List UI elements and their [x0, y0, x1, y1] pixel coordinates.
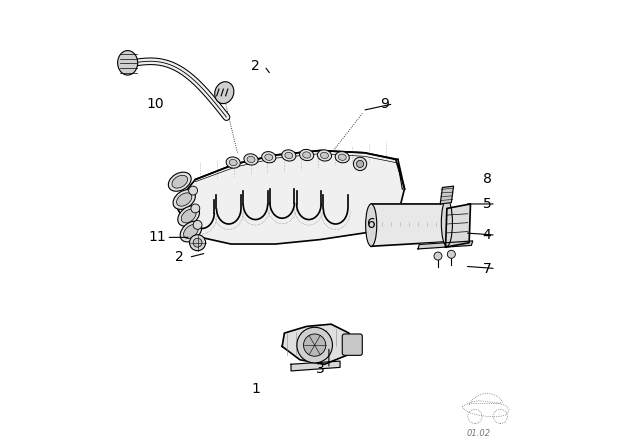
- Circle shape: [356, 160, 364, 168]
- Ellipse shape: [300, 149, 314, 161]
- Polygon shape: [371, 204, 447, 246]
- Polygon shape: [445, 204, 470, 247]
- Ellipse shape: [244, 154, 258, 165]
- Text: 2: 2: [251, 59, 260, 73]
- Polygon shape: [440, 186, 454, 204]
- Ellipse shape: [262, 151, 276, 163]
- Ellipse shape: [178, 206, 200, 226]
- Ellipse shape: [317, 150, 332, 161]
- Text: 10: 10: [147, 97, 164, 111]
- Text: 5: 5: [483, 197, 492, 211]
- Ellipse shape: [118, 51, 138, 75]
- Ellipse shape: [442, 199, 452, 246]
- Polygon shape: [418, 241, 473, 249]
- Text: 1: 1: [251, 382, 260, 396]
- Ellipse shape: [303, 152, 310, 158]
- Ellipse shape: [180, 221, 202, 242]
- Polygon shape: [175, 151, 404, 244]
- Text: 6: 6: [367, 217, 376, 231]
- Ellipse shape: [172, 175, 188, 188]
- Circle shape: [303, 334, 326, 356]
- Ellipse shape: [265, 154, 273, 160]
- Ellipse shape: [168, 172, 191, 191]
- Text: 2: 2: [175, 250, 184, 264]
- Circle shape: [434, 252, 442, 260]
- FancyBboxPatch shape: [342, 334, 362, 355]
- Ellipse shape: [365, 204, 377, 246]
- Circle shape: [447, 250, 455, 258]
- Ellipse shape: [173, 190, 195, 209]
- Ellipse shape: [214, 82, 234, 103]
- Ellipse shape: [285, 152, 293, 159]
- Circle shape: [189, 235, 205, 251]
- Polygon shape: [291, 361, 340, 371]
- Text: 8: 8: [483, 172, 492, 186]
- Text: 4: 4: [483, 228, 492, 242]
- Ellipse shape: [229, 159, 237, 166]
- Text: 3: 3: [316, 362, 324, 376]
- Ellipse shape: [184, 224, 198, 239]
- Polygon shape: [282, 324, 349, 364]
- Ellipse shape: [282, 150, 296, 161]
- Ellipse shape: [181, 209, 196, 223]
- Text: 11: 11: [148, 230, 166, 244]
- Ellipse shape: [339, 154, 346, 160]
- Ellipse shape: [177, 193, 192, 206]
- Ellipse shape: [247, 156, 255, 163]
- Circle shape: [193, 238, 202, 247]
- Text: 7: 7: [483, 262, 492, 276]
- Ellipse shape: [226, 157, 240, 168]
- Text: 9: 9: [380, 97, 389, 111]
- Ellipse shape: [335, 151, 349, 163]
- Circle shape: [191, 204, 200, 213]
- Ellipse shape: [321, 152, 328, 159]
- Circle shape: [297, 327, 332, 363]
- Circle shape: [353, 157, 367, 171]
- Circle shape: [189, 186, 198, 195]
- Circle shape: [193, 220, 202, 229]
- Text: 01.02: 01.02: [467, 429, 491, 438]
